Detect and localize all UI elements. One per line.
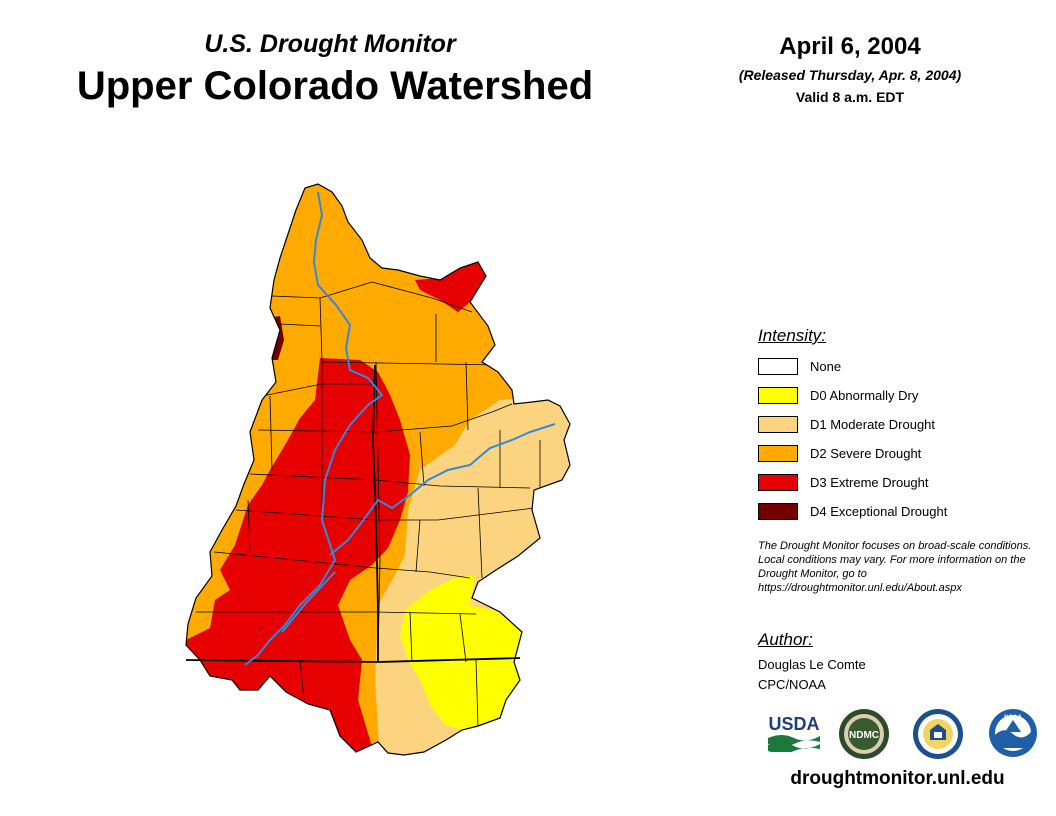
website-url[interactable]: droughtmonitor.unl.edu bbox=[790, 768, 1005, 789]
legend-label: D0 Abnormally Dry bbox=[810, 387, 919, 403]
legend-swatch bbox=[758, 415, 798, 433]
commerce-seal-icon bbox=[913, 709, 963, 759]
release-date: (Released Thursday, Apr. 8, 2004) bbox=[738, 67, 962, 83]
author-org: CPC/NOAA bbox=[758, 677, 826, 692]
usda-logo-text: USDA bbox=[768, 714, 819, 734]
noaa-logo-text: NOAA bbox=[1004, 715, 1022, 721]
ndmc-logo-text: NDMC bbox=[849, 730, 879, 741]
colorado-river bbox=[329, 423, 556, 556]
drought-areas bbox=[186, 184, 570, 755]
d3-area-central bbox=[186, 358, 410, 755]
legend-item-d4: D4 Exceptional Drought bbox=[758, 501, 947, 521]
legend-label: D3 Extreme Drought bbox=[810, 474, 929, 490]
map-subtitle: U.S. Drought Monitor bbox=[204, 30, 456, 58]
valid-time: Valid 8 a.m. EDT bbox=[795, 89, 905, 105]
legend-swatch bbox=[758, 473, 798, 491]
lake-powell-channel bbox=[281, 571, 336, 633]
legend-item-d1: D1 Moderate Drought bbox=[758, 414, 935, 434]
state-boundary bbox=[372, 364, 379, 662]
ndmc-logo: NDMC bbox=[839, 709, 889, 759]
legend-heading: Intensity: bbox=[758, 326, 827, 345]
d0-area bbox=[400, 575, 522, 730]
info-note: The Drought Monitor focuses on broad-sca… bbox=[758, 540, 1032, 594]
d3-area-northeast bbox=[415, 262, 486, 312]
legend-swatch bbox=[758, 386, 798, 404]
legend-item-d3: D3 Extreme Drought bbox=[758, 472, 929, 492]
basin-outline bbox=[185, 183, 571, 756]
legend-swatch bbox=[758, 444, 798, 462]
green-river bbox=[244, 191, 384, 666]
author-name: Douglas Le Comte bbox=[758, 657, 866, 672]
river-network bbox=[244, 191, 556, 666]
map-title: Upper Colorado Watershed bbox=[76, 64, 594, 108]
legend-label: D1 Moderate Drought bbox=[810, 416, 936, 432]
legend-item-d0: D0 Abnormally Dry bbox=[758, 385, 918, 405]
legend-item-d2: D2 Severe Drought bbox=[758, 443, 921, 463]
legend-label: D2 Severe Drought bbox=[810, 445, 922, 461]
legend-item-none: None bbox=[758, 356, 841, 376]
usda-logo: USDA bbox=[768, 714, 820, 752]
author-heading: Author: bbox=[758, 630, 813, 649]
noaa-logo: NOAA bbox=[989, 709, 1037, 757]
legend-label: None bbox=[810, 358, 842, 374]
legend-label: D4 Exceptional Drought bbox=[810, 503, 948, 519]
legend-swatch bbox=[758, 357, 798, 375]
drought-map bbox=[185, 183, 571, 756]
map-date: April 6, 2004 bbox=[779, 33, 921, 60]
legend-swatch bbox=[758, 502, 798, 520]
